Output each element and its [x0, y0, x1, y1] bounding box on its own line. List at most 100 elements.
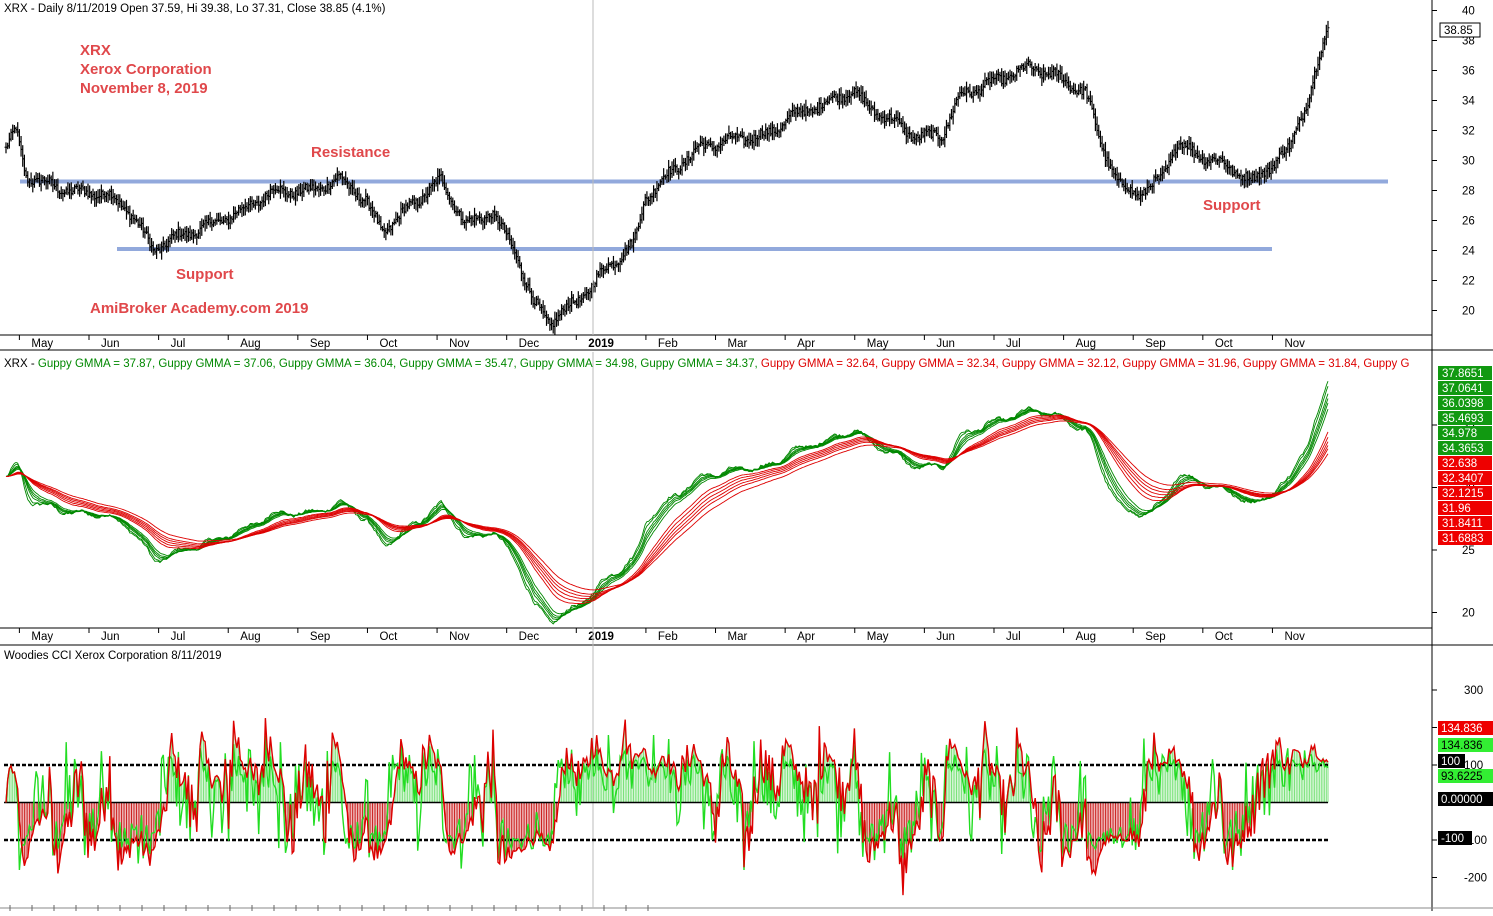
cci-value-tag-bg — [1438, 738, 1493, 752]
cci-panel: 300200100-100-200 — [4, 685, 1487, 911]
gmma-value-tag: 37.8651 — [1442, 368, 1484, 380]
price-month-label: Sep — [1145, 338, 1165, 350]
cci-main-line — [5, 718, 1329, 896]
gmma-value-tag: 34.3653 — [1442, 443, 1484, 455]
chart-title-symbol: XRX — [80, 42, 111, 59]
gmma-value-tag-bg — [1438, 381, 1492, 395]
gmma-month-label: Sep — [310, 631, 330, 643]
gmma-month-label: Oct — [379, 631, 398, 643]
price-month-label: Oct — [379, 338, 398, 350]
gmma-value-tag: 34.978 — [1442, 428, 1477, 440]
gmma-month-label: Oct — [1215, 631, 1234, 643]
gmma-line-long-50 — [6, 418, 1329, 595]
price-y-label: 22 — [1462, 276, 1475, 288]
price-y-label: 34 — [1462, 96, 1475, 108]
gmma-month-label: Feb — [658, 631, 678, 643]
cci-header: Woodies CCI Xerox Corporation 8/11/2019 — [4, 650, 222, 662]
gmma-value-tag-bg — [1438, 531, 1492, 545]
last-price-tag: 38.85 — [1439, 22, 1481, 38]
gmma-value-tag: 32.3407 — [1442, 473, 1484, 485]
support-label-right: Support — [1203, 197, 1261, 214]
cci-value-tag-bg — [1438, 721, 1493, 735]
price-panel: May Jun Jul Aug Sep Oct Nov Dec 2019 Feb Mar Apr May… — [0, 0, 1475, 350]
cci-value-tag: -100 — [1441, 833, 1464, 845]
cci-value-tag-bg — [1438, 754, 1465, 768]
gmma-month-label: Sep — [1145, 631, 1165, 643]
gmma-line-long-60 — [6, 420, 1329, 591]
gmma-line-short-8 — [5, 393, 1329, 621]
gmma-month-label: Dec — [519, 631, 540, 643]
cci-value-tag: 134.836 — [1441, 740, 1483, 752]
gmma-header-item: Guppy GMMA = 34.98, — [520, 358, 641, 370]
gmma-value-tag: 31.8411 — [1442, 518, 1483, 530]
gmma-header-item: Guppy GMMA = 32.34, — [881, 358, 1002, 370]
gmma-panel: May Jun Jul Aug Sep Oct Nov Dec 2019 Feb Mar Apr May… — [0, 352, 1475, 908]
cci-y-label: -200 — [1464, 873, 1487, 885]
gmma-y-label: 25 — [1462, 545, 1475, 557]
gmma-value-tag: 36.0398 — [1442, 398, 1484, 410]
gmma-value-tag: 35.4693 — [1442, 413, 1484, 425]
price-y-label: 28 — [1462, 186, 1475, 198]
price-month-label: Sep — [310, 338, 330, 350]
gmma-value-tag-bg — [1438, 426, 1492, 440]
cci-value-tag-bg — [1438, 831, 1472, 845]
gmma-value-tag: 32.1215 — [1442, 488, 1484, 500]
chart-title-date: November 8, 2019 — [80, 80, 208, 97]
cci-value-tag: 0.00000 — [1441, 794, 1483, 806]
gmma-y-label: 20 — [1462, 608, 1475, 620]
price-y-label: 24 — [1462, 246, 1475, 258]
price-month-label: Nov — [449, 338, 470, 350]
gmma-value-tag: 32.638 — [1442, 458, 1477, 470]
gmma-header-item: Guppy GMMA = 34.37, — [640, 358, 761, 370]
gmma-month-label: Aug — [1076, 631, 1096, 643]
gmma-value-tag-bg — [1438, 456, 1492, 470]
gmma-header-item: Guppy GMMA = 37.06, — [158, 358, 279, 370]
price-y-label: 38 — [1462, 36, 1475, 48]
gmma-month-label: Jul — [1006, 631, 1021, 643]
price-month-label: 2019 — [588, 338, 614, 350]
price-month-label: Mar — [728, 338, 748, 350]
gmma-header-item: Guppy GMMA = 37.87, — [38, 358, 159, 370]
cci-value-tag: 134.836 — [1441, 723, 1483, 735]
gmma-month-label: Aug — [240, 631, 260, 643]
gmma-value-tag-bg — [1438, 411, 1492, 425]
gmma-header-item: Guppy GMMA = 31.96, — [1122, 358, 1243, 370]
gmma-header: XRX - Guppy GMMA = 37.87, Guppy GMMA = 3… — [4, 358, 1409, 370]
gmma-value-tag-bg — [1438, 396, 1492, 410]
gmma-month-label: Jun — [101, 631, 120, 643]
price-y-label: 26 — [1462, 216, 1475, 228]
gmma-header-item: Guppy GMMA = 35.47, — [399, 358, 520, 370]
price-month-label: Feb — [658, 338, 678, 350]
gmma-value-tag-bg — [1438, 486, 1492, 500]
gmma-line-short-5 — [5, 386, 1329, 623]
price-month-label: May — [31, 338, 53, 350]
gmma-month-label: Mar — [728, 631, 748, 643]
cci-value-tag: 100 — [1441, 756, 1460, 768]
price-month-label: May — [867, 338, 889, 350]
gmma-value-tag: 31.6883 — [1442, 533, 1484, 545]
chart-title-company: Xerox Corporation — [80, 61, 212, 78]
cci-value-tag: 93.6225 — [1441, 771, 1483, 783]
price-y-label: 36 — [1462, 66, 1475, 78]
gmma-value-tag-bg — [1438, 516, 1492, 530]
gmma-header-item: Guppy GMMA = 36.04, — [279, 358, 400, 370]
gmma-month-label: Nov — [449, 631, 470, 643]
price-panel-bg — [0, 0, 1432, 335]
gmma-month-label: 2019 — [588, 631, 614, 643]
gmma-value-tag-bg — [1438, 471, 1492, 485]
gmma-value-tag-bg — [1438, 441, 1492, 455]
price-y-label: 32 — [1462, 126, 1475, 138]
gmma-line-short-12 — [5, 402, 1329, 617]
gmma-month-label: May — [31, 631, 53, 643]
gmma-value-tags: 37.8651 37.0641 36.0398 35.4693 34.978 34.365… — [1438, 366, 1492, 545]
price-month-label: Jun — [936, 338, 955, 350]
price-month-label: Jun — [101, 338, 120, 350]
price-header: XRX - Daily 8/11/2019 Open 37.59, Hi 39.… — [4, 3, 386, 15]
gmma-line-short-15 — [5, 408, 1329, 615]
svg-text:38.85: 38.85 — [1444, 25, 1473, 37]
price-month-label: Nov — [1284, 338, 1305, 350]
price-month-label: Aug — [240, 338, 260, 350]
gmma-value-tag: 31.96 — [1442, 503, 1471, 515]
